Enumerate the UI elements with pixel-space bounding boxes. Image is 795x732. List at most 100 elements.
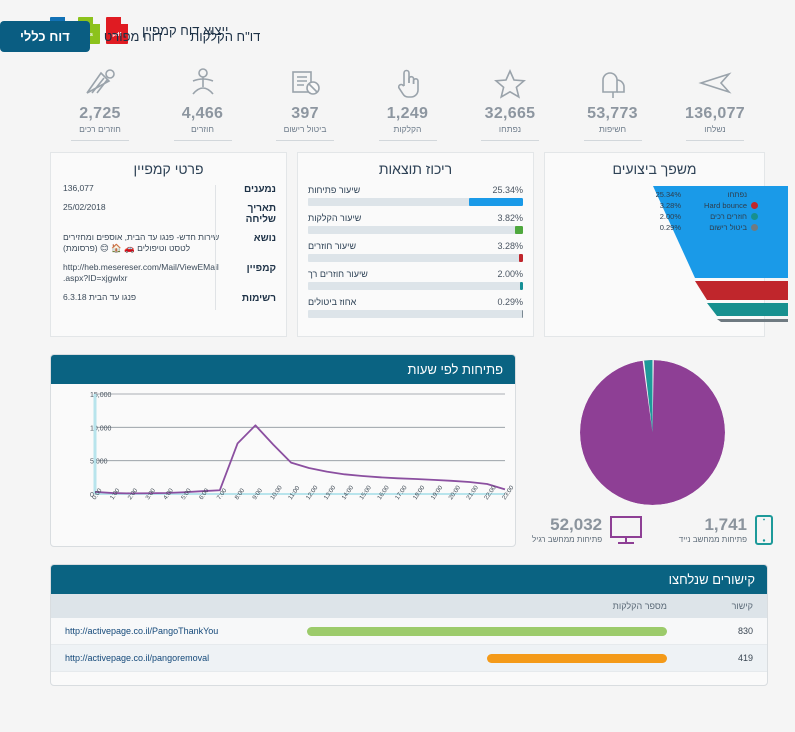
legend-label: Hard bounce xyxy=(704,201,747,210)
column-header-url xyxy=(51,594,293,618)
funnel-legend: נפתחו 25.34% Hard bounce 3.28% חוזרים רכ… xyxy=(649,189,758,233)
kpi-label: חשיפות xyxy=(598,124,627,134)
tab-clicks-report[interactable]: דו"ח הקלקות xyxy=(190,29,261,44)
svg-text:14:00: 14:00 xyxy=(340,484,355,501)
legend-percent: 2.00% xyxy=(659,212,681,221)
result-percent: 2.00% xyxy=(497,269,523,279)
kpi-value: 53,773 xyxy=(587,105,638,122)
kpi-label: חוזרים רכים xyxy=(79,124,121,134)
pie-gap-2 xyxy=(642,360,653,433)
funnel-legend-item: ביטול רישום 0.29% xyxy=(649,222,758,233)
svg-text:23:00: 23:00 xyxy=(501,484,513,501)
campaign-details-panel: פרטי קמפיין נמענים 136,077 תאריך שליחה 2… xyxy=(50,152,287,337)
svg-text:15:00: 15:00 xyxy=(358,484,373,501)
performance-funnel-panel: משפך ביצועים נפתחו 25.34% H xyxy=(544,152,788,337)
campaign-row-label: קמפיין xyxy=(246,262,276,274)
table-header-row: קישור מספר הקלקות xyxy=(51,594,767,618)
opens-by-hour-card: פתיחות לפי שעות 0 5,000 10,000 15,000 0:00 1:… xyxy=(50,354,516,547)
result-click-rate: שיעור הקלקות 3.82% xyxy=(308,213,523,234)
table-row: 419 http://activepage.co.il/pangoremoval xyxy=(51,644,767,672)
row-link-url[interactable]: http://activepage.co.il/pangoremoval xyxy=(51,644,293,672)
tab-general-report[interactable]: דוח כללי xyxy=(0,21,90,52)
clicked-links-table: קישור מספר הקלקות 830 http://activepage.… xyxy=(51,594,767,672)
legend-color-dot xyxy=(751,202,758,209)
result-open-rate: שיעור פתיחות 25.34% xyxy=(308,185,523,206)
opens-by-hour-title: פתיחות לפי שעות xyxy=(51,355,515,384)
device-stat-mobile: 1,741 פתיחות ממחשב נייד xyxy=(679,515,774,545)
legend-label: ביטול רישום xyxy=(709,223,747,232)
mailbox-icon xyxy=(563,66,663,100)
result-percent: 25.34% xyxy=(492,185,523,195)
result-bar-track xyxy=(308,198,523,206)
campaign-row-campaign-url: קמפיין http://heb.mesereser.com/Mail/Vie… xyxy=(61,262,276,285)
performance-funnel-title: משפך ביצועים xyxy=(612,161,697,177)
kpi-value: 1,249 xyxy=(386,105,429,122)
campaign-row-lists: רשימות פנגו עד הבית 6.3.18 xyxy=(61,292,276,304)
device-value: 1,741 xyxy=(704,514,747,534)
pdf-icon-fold xyxy=(121,17,128,24)
device-pie-chart xyxy=(580,360,725,505)
legend-color-dot xyxy=(751,213,758,220)
row-click-bar-cell xyxy=(293,618,681,645)
kpi-value: 2,725 xyxy=(79,105,121,122)
kpi-label: הקלקות xyxy=(393,124,422,134)
kpi-bounce: 4,466 חוזרים xyxy=(153,62,253,141)
result-bar-fill xyxy=(514,226,523,234)
row-click-bar-cell xyxy=(293,644,681,672)
campaign-row-label: רשימות xyxy=(241,292,276,304)
kpi-soft-bounce: 2,725 חוזרים רכים xyxy=(50,62,150,141)
legend-color-dot xyxy=(751,191,758,198)
table-row: 830 http://activepage.co.il/PangoThankYo… xyxy=(51,618,767,645)
kpi-underline xyxy=(481,140,539,141)
kpi-impressions: 53,773 חשיפות xyxy=(563,62,663,141)
bounce-person-icon xyxy=(153,66,253,100)
result-label: אחוז ביטולים xyxy=(308,297,357,307)
pdf-export-icon[interactable]: pdf xyxy=(106,17,128,44)
kpi-unsubscribe: 397 ביטול רישום xyxy=(255,62,355,141)
tab-detailed-report[interactable]: דוח מפורט xyxy=(103,29,163,44)
svg-text:15,000: 15,000 xyxy=(90,392,112,399)
campaign-row-label: תאריך שליחה xyxy=(245,203,276,225)
svg-text:0: 0 xyxy=(90,492,94,499)
xls-icon-fold xyxy=(93,17,100,24)
row-link-url[interactable]: http://activepage.co.il/PangoThankYou xyxy=(51,618,293,645)
kpi-sent: 136,077 נשלחו xyxy=(665,62,765,141)
result-unsubscribe-rate: אחוז ביטולים 0.29% xyxy=(308,297,523,318)
desktop-icon xyxy=(610,516,643,544)
campaign-row-value[interactable]: http://heb.mesereser.com/Mail/ViewEMail.… xyxy=(63,261,219,284)
result-bar-track xyxy=(308,282,523,290)
click-hand-icon xyxy=(358,66,458,100)
funnel-legend-item: Hard bounce 3.28% xyxy=(649,200,758,211)
unsubscribe-icon xyxy=(255,66,355,100)
result-bar-track xyxy=(308,310,523,318)
result-label: שיעור הקלקות xyxy=(308,213,362,223)
result-percent: 3.28% xyxy=(497,241,523,251)
campaign-row-value: 136,077 xyxy=(63,183,94,193)
result-label: שיעור חוזרים רך xyxy=(308,269,368,279)
legend-label: חוזרים רכים xyxy=(710,212,747,221)
svg-text:18:00: 18:00 xyxy=(412,484,427,501)
column-header-clicks[interactable]: קישור xyxy=(681,594,767,618)
kpi-label: ביטול רישום xyxy=(283,124,327,134)
result-soft-bounce-rate: שיעור חוזרים רך 2.00% xyxy=(308,269,523,290)
result-bar-track xyxy=(308,226,523,234)
svg-text:13:00: 13:00 xyxy=(323,484,338,501)
funnel-legend-item: חוזרים רכים 2.00% xyxy=(649,211,758,222)
row-click-bar xyxy=(307,626,667,636)
kpi-underline xyxy=(173,140,232,141)
funnel-segment-unsubscribe xyxy=(717,319,788,322)
device-stat-desktop: 52,032 פתיחות ממחשב רגיל xyxy=(532,515,643,545)
device-stats: 52,032 פתיחות ממחשב רגיל 1,741 פתיחות ממ… xyxy=(528,515,778,545)
kpi-underline xyxy=(71,140,129,141)
campaign-details-title: פרטי קמפיין xyxy=(133,161,204,177)
column-header-clicks-count[interactable]: מספר הקלקות xyxy=(293,594,681,618)
kpi-underline xyxy=(276,140,334,141)
send-icon xyxy=(665,66,765,100)
kpi-strip: 2,725 חוזרים רכים 4,466 חוזרים xyxy=(50,62,765,146)
legend-percent: 25.34% xyxy=(655,190,681,199)
result-bar-fill xyxy=(522,310,523,318)
kpi-underline xyxy=(686,140,744,141)
mobile-icon xyxy=(755,515,773,545)
csv-icon-fold xyxy=(65,17,72,24)
